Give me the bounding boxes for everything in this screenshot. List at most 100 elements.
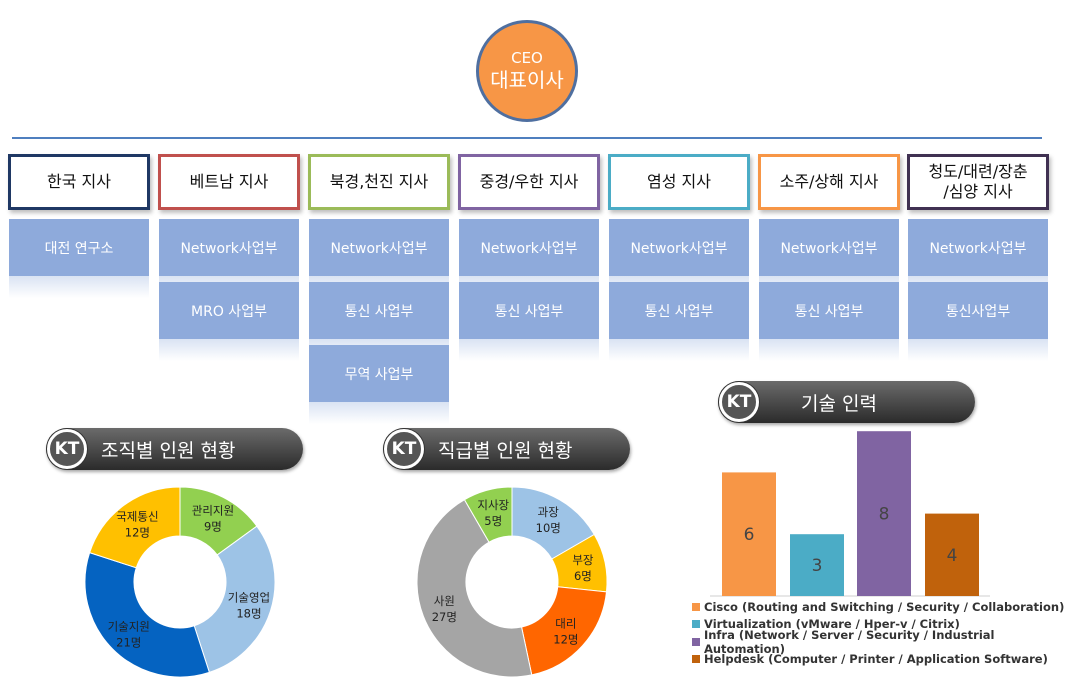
department-box: Network사업부 (309, 219, 449, 298)
slice-value-label: 27명 (432, 610, 457, 624)
rank-staff-title: 직급별 인원 현황 (438, 439, 573, 462)
kt-logo-icon: KT (384, 429, 424, 469)
bar-value-label: 4 (947, 546, 958, 566)
slice-category-label: 과장 (538, 505, 560, 519)
department-name: MRO 사업부 (191, 303, 267, 320)
branch-name: 염성 지사 (647, 172, 711, 191)
bar (857, 431, 911, 596)
branch-name: 소주/상해 지사 (779, 172, 879, 191)
branch-header: 소주/상해 지사 (758, 154, 900, 210)
branch-header: 북경,천진 지사 (308, 154, 450, 210)
tech-staff-bar-chart: 6 3 8 4 (710, 431, 990, 597)
donut-slice (520, 586, 608, 676)
slice-value-label: 21명 (116, 635, 141, 649)
slice-value-label: 9명 (204, 519, 222, 533)
department-name: Network사업부 (630, 240, 728, 257)
legend-label: Helpdesk (Computer / Printer / Applicati… (704, 652, 1048, 667)
bar-value-label: 6 (744, 525, 755, 545)
branch-name: 한국 지사 (47, 172, 111, 191)
slice-category-label: 국제통신 (116, 509, 158, 523)
slice-value-label: 6명 (574, 569, 592, 583)
department-box: Network사업부 (759, 219, 899, 298)
ceo-node: CEO 대표이사 (476, 20, 578, 122)
legend-swatch-icon (692, 620, 700, 629)
legend-swatch-icon (692, 602, 700, 611)
slice-value-label: 5명 (484, 514, 502, 528)
branch-header: 베트남 지사 (158, 154, 300, 210)
branch-header: 염성 지사 (608, 154, 750, 210)
branch-header: 한국 지사 (8, 154, 150, 210)
branch-header: 중경/우한 지사 (458, 154, 600, 210)
bar (925, 513, 979, 596)
ceo-title: CEO (511, 49, 543, 67)
donut-slice (416, 499, 533, 678)
department-name: Network사업부 (330, 240, 428, 257)
department-name: 통신 사업부 (794, 303, 864, 320)
department-box: 대전 연구소 (9, 219, 149, 298)
legend-item: Infra (Network / Server / Security / Ind… (692, 628, 1077, 656)
slice-category-label: 지사장 (477, 498, 509, 512)
org-connector-line (12, 137, 1042, 139)
department-box: Network사업부 (159, 219, 299, 298)
donut-slice (193, 525, 276, 673)
department-box: 무역 사업부 (309, 345, 449, 424)
slice-category-label: 사원 (434, 594, 455, 608)
department-name: Network사업부 (929, 240, 1027, 257)
donut-slice (463, 486, 513, 543)
legend-item: Helpdesk (Computer / Printer / Applicati… (692, 651, 1077, 669)
slice-value-label: 10명 (536, 521, 561, 535)
department-box: MRO 사업부 (159, 282, 299, 361)
donut-slice (84, 552, 210, 678)
department-name: 무역 사업부 (344, 366, 414, 383)
legend-label: Infra (Network / Server / Security / Ind… (703, 627, 995, 656)
slice-category-label: 기술영업 (228, 590, 270, 604)
department-name: Network사업부 (180, 240, 278, 257)
slice-value-label: 12명 (553, 633, 578, 647)
department-name: 통신 사업부 (494, 303, 564, 320)
department-name: 통신사업부 (945, 303, 1011, 320)
slice-value-label: 18명 (236, 606, 261, 620)
slice-value-label: 12명 (125, 525, 150, 539)
department-box: 통신 사업부 (759, 282, 899, 361)
branch-name: 중경/우한 지사 (479, 172, 579, 191)
legend-item: Cisco (Routing and Switching / Security … (692, 598, 1077, 616)
legend-swatch-icon (692, 655, 700, 664)
department-name: 대전 연구소 (44, 240, 114, 257)
department-name: Network사업부 (780, 240, 878, 257)
department-box: Network사업부 (609, 219, 749, 298)
slice-category-label: 대리 (555, 617, 576, 631)
branch-name: 북경,천진 지사 (329, 172, 429, 191)
tech-staff-header: KT 기술 인력 (718, 381, 975, 423)
slice-category-label: 관리지원 (192, 503, 234, 517)
branch-header: 청도/대련/장춘 /심양 지사 (907, 154, 1049, 210)
org-staff-title: 조직별 인원 현황 (101, 439, 236, 462)
legend-label: Cisco (Routing and Switching / Security … (704, 599, 1065, 614)
bar-value-label: 8 (879, 505, 890, 525)
department-box: Network사업부 (459, 219, 599, 298)
department-name: 통신 사업부 (344, 303, 414, 320)
org-staff-header: KT 조직별 인원 현황 (46, 428, 303, 470)
kt-logo-icon: KT (47, 429, 87, 469)
department-box: Network사업부 (908, 219, 1048, 298)
rank-staff-header: KT 직급별 인원 현황 (383, 428, 630, 470)
tech-staff-legend: Cisco (Routing and Switching / Security … (692, 598, 1077, 668)
department-box: 통신 사업부 (309, 282, 449, 361)
kt-logo-icon: KT (719, 382, 759, 422)
slice-category-label: 기술지원 (108, 619, 150, 633)
legend-swatch-icon (692, 637, 700, 646)
department-name: 통신 사업부 (644, 303, 714, 320)
branch-name: 청도/대련/장춘 /심양 지사 (928, 162, 1028, 201)
bar (790, 534, 844, 596)
department-name: Network사업부 (480, 240, 578, 257)
department-box: 통신 사업부 (459, 282, 599, 361)
legend-label: Virtualization (vMware / Hper-v / Citrix… (704, 617, 960, 632)
tech-staff-title: 기술 인력 (801, 392, 877, 415)
department-box: 통신사업부 (908, 282, 1048, 361)
bar-value-label: 3 (812, 556, 823, 576)
donut-slice (89, 486, 181, 569)
legend-item: Virtualization (vMware / Hper-v / Citrix… (692, 616, 1077, 634)
bar (722, 472, 776, 596)
branch-name: 베트남 지사 (189, 172, 269, 191)
